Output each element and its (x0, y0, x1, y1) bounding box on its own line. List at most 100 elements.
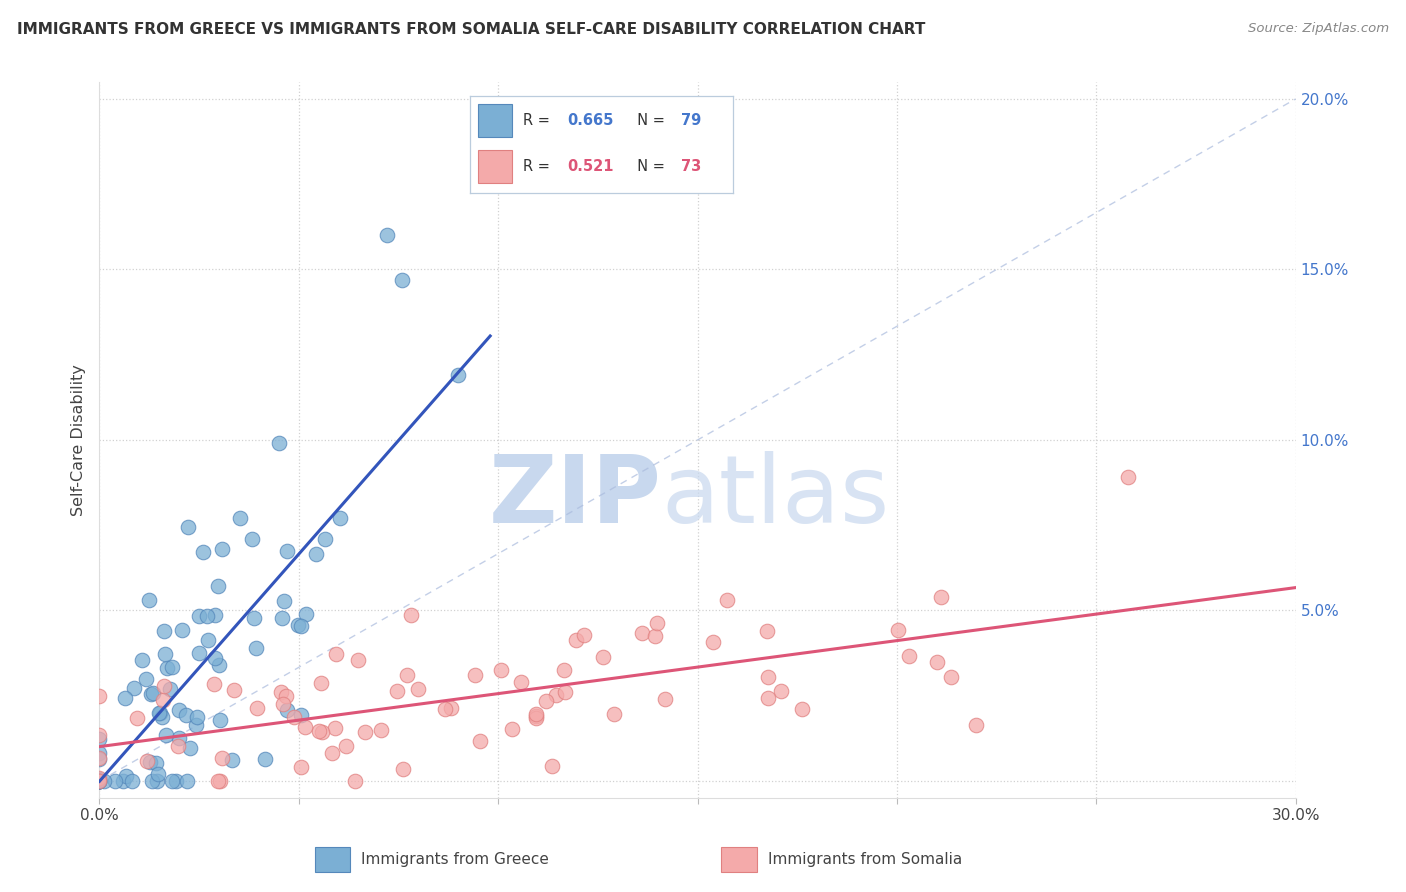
Point (142, 685, 165, 699)
Point (89, 774, 111, 789)
Point (276, 543, 298, 558)
Point (603, 707, 626, 722)
Point (335, 739, 357, 753)
Point (89, 774, 111, 789)
Point (401, 608, 423, 623)
Point (204, 608, 226, 623)
Point (305, 547, 328, 561)
Point (501, 722, 523, 736)
Point (121, 774, 143, 789)
Point (965, 718, 987, 732)
Point (209, 774, 232, 789)
Point (89, 728, 111, 742)
Point (347, 653, 370, 667)
Point (564, 632, 586, 647)
Point (211, 751, 233, 765)
Point (274, 689, 297, 703)
Point (115, 768, 138, 782)
Point (208, 713, 231, 727)
Point (387, 684, 409, 698)
Point (160, 659, 183, 673)
Point (166, 739, 188, 754)
Text: IMMIGRANTS FROM GREECE VS IMMIGRANTS FROM SOMALIA SELF-CARE DISABILITY CORRELATI: IMMIGRANTS FROM GREECE VS IMMIGRANTS FRO… (17, 22, 925, 37)
Point (89, 774, 111, 789)
Point (197, 633, 219, 648)
Point (124, 681, 146, 695)
Point (162, 774, 184, 789)
Point (654, 692, 676, 706)
Point (186, 717, 208, 731)
Point (524, 709, 547, 723)
Point (146, 774, 169, 789)
Point (644, 629, 666, 643)
Point (195, 608, 218, 623)
Point (440, 701, 463, 715)
Point (177, 519, 200, 533)
Point (149, 706, 172, 721)
Point (135, 672, 157, 686)
Point (89, 774, 111, 789)
Point (111, 774, 134, 789)
Point (159, 682, 181, 697)
Point (89, 689, 111, 703)
Point (146, 766, 169, 780)
Point (325, 647, 347, 661)
Point (167, 731, 190, 745)
Point (321, 746, 343, 760)
Point (294, 720, 316, 734)
Point (756, 670, 779, 684)
Point (464, 668, 486, 682)
Point (208, 657, 231, 672)
Point (273, 594, 295, 608)
Point (221, 753, 243, 767)
Point (89, 774, 111, 789)
Point (187, 609, 209, 624)
Point (170, 623, 193, 637)
Point (406, 682, 429, 697)
Point (540, 759, 562, 773)
Point (270, 685, 292, 699)
Point (89, 751, 111, 765)
Point (186, 710, 208, 724)
Point (202, 677, 225, 691)
Point (104, 774, 127, 789)
Point (246, 700, 269, 714)
Point (309, 676, 332, 690)
Y-axis label: Self-Care Disability: Self-Care Disability (72, 364, 86, 516)
Point (295, 607, 318, 622)
Point (89, 752, 111, 766)
Point (211, 541, 233, 556)
Point (176, 708, 198, 723)
Point (93, 774, 115, 789)
Point (929, 590, 952, 604)
Point (524, 706, 547, 721)
Point (271, 611, 294, 625)
Point (1116, 470, 1139, 484)
Point (138, 592, 160, 607)
Point (546, 688, 568, 702)
Point (253, 752, 276, 766)
Point (290, 760, 312, 774)
Point (510, 674, 533, 689)
Point (136, 754, 159, 768)
Point (553, 663, 575, 677)
Point (89, 774, 111, 789)
Point (176, 774, 198, 789)
Point (245, 641, 267, 656)
Point (141, 774, 163, 789)
Point (165, 774, 187, 789)
Point (897, 648, 920, 663)
Point (554, 685, 576, 699)
Text: Source: ZipAtlas.com: Source: ZipAtlas.com (1249, 22, 1389, 36)
Point (925, 655, 948, 669)
Point (228, 510, 250, 524)
Point (152, 693, 174, 707)
Point (141, 687, 163, 701)
Point (308, 724, 330, 739)
Point (204, 650, 226, 665)
Point (647, 616, 669, 631)
Text: atlas: atlas (662, 451, 890, 543)
Point (222, 683, 245, 698)
Point (447, 368, 470, 383)
Point (756, 624, 779, 639)
